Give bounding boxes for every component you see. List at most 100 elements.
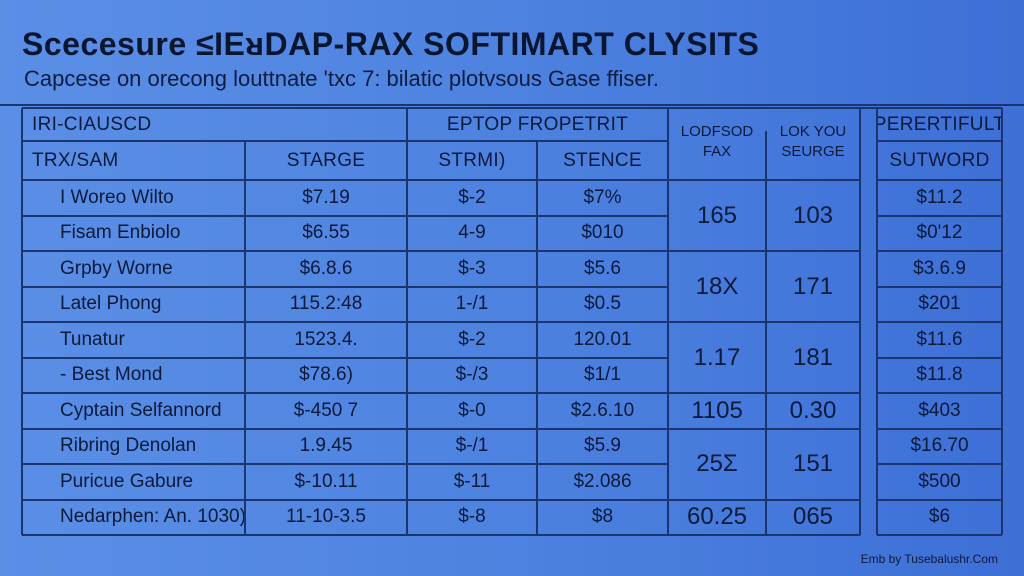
merged-cell-lodfsod: 165 bbox=[696, 201, 738, 229]
table-row-strmi: $-3 bbox=[458, 257, 486, 279]
page-title: Scecesure ≤IEᴚDAP-RAX SOFTIMART CLYSITS bbox=[22, 26, 760, 62]
col-divider bbox=[1001, 108, 1003, 535]
merged-cell-lokyou: 0.30 bbox=[789, 396, 837, 424]
column-header-sutword: SUTWORD bbox=[889, 149, 990, 171]
table-row-starge: $6.8.6 bbox=[299, 257, 353, 279]
col-divider bbox=[667, 108, 669, 535]
table-row-strmi: $-11 bbox=[453, 470, 491, 492]
table-top-border bbox=[22, 107, 1002, 109]
col-divider bbox=[536, 141, 538, 535]
table-row-sutword: $11.2 bbox=[916, 186, 963, 208]
table-row-sutword: $403 bbox=[918, 399, 961, 421]
table-row-sutword: $16.70 bbox=[910, 435, 969, 457]
row-divider-right bbox=[877, 534, 1002, 536]
top-divider bbox=[0, 104, 1024, 106]
table-row-name: Ribring Denolan bbox=[60, 435, 197, 457]
row-divider-right bbox=[877, 250, 1002, 252]
row-divider-right bbox=[877, 427, 1002, 430]
table-row-starge: 115.2:48 bbox=[289, 293, 363, 315]
row-divider bbox=[22, 392, 668, 394]
row-divider-right bbox=[877, 356, 1002, 359]
table-row-strmi: $-8 bbox=[458, 506, 486, 528]
section-header-left: IRI-CIAUSCD bbox=[32, 113, 152, 135]
table-row-starge: $7.19 bbox=[302, 186, 350, 208]
column-header-strmi: STRMI) bbox=[438, 149, 506, 171]
table-row-stence: $2.6.10 bbox=[570, 399, 635, 421]
merged-divider bbox=[668, 498, 860, 501]
table-row-stence: $5.9 bbox=[584, 435, 621, 457]
row-divider-right bbox=[877, 179, 1002, 181]
footer-credit: Emb by Tusebalushr.Com bbox=[860, 552, 998, 566]
table-row-strmi: $-2 bbox=[458, 186, 486, 208]
row-divider bbox=[22, 427, 668, 430]
merged-cell-lodfsod: 1105 bbox=[691, 396, 743, 424]
column-header-lodfsod-line: LODFSOD bbox=[680, 123, 754, 140]
row-divider-right bbox=[877, 498, 1002, 501]
table-row-sutword: $11.6 bbox=[916, 328, 963, 350]
table-row-name: Grpby Worne bbox=[60, 257, 173, 279]
row-divider-mid bbox=[668, 534, 860, 536]
row-divider-right bbox=[877, 321, 1002, 323]
table-row-name: I Woreo Wilto bbox=[60, 186, 174, 208]
table-row-stence: $010 bbox=[581, 222, 624, 244]
col-divider bbox=[406, 108, 408, 535]
table-row-sutword: $500 bbox=[918, 470, 961, 492]
section-header-mid: EPTOP FROPETRIT bbox=[446, 113, 629, 135]
table-row-starge: $6.55 bbox=[302, 222, 350, 244]
row-divider bbox=[22, 214, 668, 217]
table-row-name: Fisam Enbiolo bbox=[60, 222, 181, 244]
table-row-stence: $7% bbox=[583, 186, 622, 208]
table-row-name: Latel Phong bbox=[60, 293, 162, 315]
merged-divider bbox=[668, 250, 860, 252]
table-row-starge: 11-10-3.5 bbox=[286, 506, 366, 528]
table-row-starge: $-10.11 bbox=[294, 470, 358, 492]
table-row-starge: 1.9.45 bbox=[299, 435, 353, 457]
table-row-strmi: 1-/1 bbox=[455, 293, 489, 315]
merged-cell-lokyou: 171 bbox=[792, 272, 834, 300]
row-divider bbox=[22, 498, 668, 501]
row-divider bbox=[22, 356, 668, 359]
row-divider bbox=[22, 250, 668, 252]
table-row-name: Cyptain Selfannord bbox=[60, 399, 222, 421]
column-header-starge: STARGE bbox=[286, 149, 366, 171]
row-divider bbox=[22, 321, 668, 323]
header-divider-right bbox=[877, 140, 1002, 142]
table-row-starge: 1523.4. bbox=[294, 328, 358, 350]
table-row-strmi: $-/1 bbox=[455, 435, 489, 457]
row-divider-right bbox=[877, 463, 1002, 465]
col-divider bbox=[859, 108, 861, 535]
merged-cell-lokyou: 103 bbox=[792, 201, 834, 229]
table-row-strmi: 4-9 bbox=[458, 222, 486, 244]
merged-cell-lodfsod: 1.17 bbox=[693, 343, 741, 371]
merged-cell-lodfsod: 25Σ bbox=[696, 450, 738, 477]
column-header-name: TRX/SAM bbox=[32, 149, 119, 171]
section-header-right: PERERTIFULT bbox=[877, 113, 1002, 135]
merged-divider bbox=[668, 392, 860, 394]
column-header-stence: STENCE bbox=[563, 149, 642, 171]
merged-cell-lokyou: 151 bbox=[792, 450, 834, 477]
merged-cell-lokyou: 065 bbox=[792, 503, 834, 531]
table-row-starge: $78.6) bbox=[299, 364, 353, 386]
col-divider bbox=[876, 108, 878, 535]
column-header-lodfsod: LODFSOD FAX bbox=[668, 116, 766, 168]
table-row-name: Puricue Gabure bbox=[60, 470, 194, 492]
column-header-lokyou-line: LOK YOU bbox=[779, 123, 847, 140]
table-row-name: Tunatur bbox=[60, 328, 125, 350]
merged-cell-lokyou: 181 bbox=[792, 343, 834, 371]
table-row-stence: $1/1 bbox=[584, 364, 621, 386]
table-row-sutword: $3.6.9 bbox=[913, 257, 966, 279]
row-divider bbox=[22, 534, 668, 536]
col-divider bbox=[21, 108, 23, 535]
column-header-lokyou: LOK YOU SEURGE bbox=[766, 116, 860, 168]
table-row-strmi: $-0 bbox=[458, 399, 486, 421]
table-row-strmi: $-2 bbox=[458, 328, 486, 350]
table-row-sutword: $11.8 bbox=[916, 364, 963, 386]
row-divider bbox=[22, 463, 668, 465]
merged-divider bbox=[668, 427, 860, 430]
table-row-stence: $0.5 bbox=[584, 293, 621, 315]
table-row-name: Nedarphen: An. 1030) bbox=[60, 506, 245, 528]
table-row-sutword: $201 bbox=[918, 293, 961, 315]
row-divider bbox=[22, 285, 668, 288]
header-divider bbox=[22, 140, 668, 142]
table-row-sutword: $0'12 bbox=[916, 222, 963, 244]
